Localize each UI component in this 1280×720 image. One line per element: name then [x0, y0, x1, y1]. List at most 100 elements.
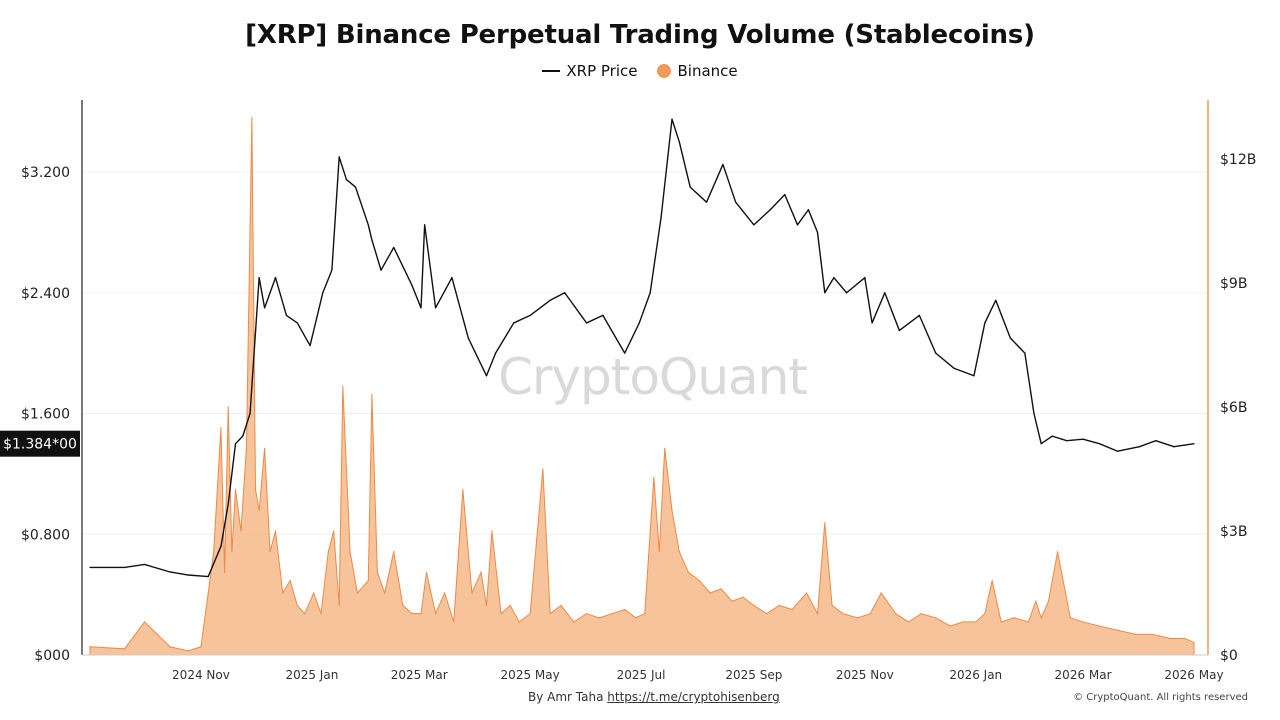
price-point [1155, 440, 1157, 442]
binance-point [342, 385, 344, 387]
price-point [411, 284, 413, 286]
binance-point [89, 646, 91, 648]
binance-point [485, 604, 488, 607]
binance-point [304, 613, 306, 615]
price-point [678, 141, 680, 143]
binance-point [949, 625, 951, 627]
binance-point [598, 617, 600, 619]
binance-point [254, 489, 257, 491]
binance-point [869, 613, 871, 615]
binance-point [560, 604, 562, 607]
binance-point [611, 613, 613, 615]
footer-copyright: © CryptoQuant. All rights reserved [1073, 692, 1248, 703]
price-point [671, 118, 673, 120]
price-point [285, 314, 288, 316]
binance-point [471, 592, 473, 594]
binance-point [444, 592, 446, 594]
x-tick-label: 2025 Sep [725, 668, 782, 682]
binance-point [687, 571, 689, 573]
binance-point [731, 600, 733, 602]
binance-point [753, 604, 755, 607]
binance-point [549, 613, 551, 615]
x-tick-label: 2025 Mar [391, 668, 448, 682]
price-point [331, 269, 333, 271]
price-point [242, 435, 244, 437]
binance-point [371, 394, 373, 396]
price-point [995, 299, 997, 301]
price-point [1040, 443, 1042, 445]
binance-point [509, 604, 511, 607]
price-point [649, 292, 651, 294]
price-point [258, 277, 260, 279]
ticks: $000 $0.800 $1.600 $2.400 $3.200 $0 $3B $6B $9B $… [21, 152, 1256, 682]
binance-point [187, 650, 189, 652]
x-tick-label: 2026 Jan [949, 668, 1002, 682]
footer-author: By Amr Taha https://t.me/cryptohisenberg [528, 690, 780, 704]
binance-point [573, 621, 575, 623]
binance-point [213, 551, 215, 553]
price-point [380, 269, 382, 271]
author-text: By Amr Taha [528, 690, 608, 704]
binance-point [644, 613, 646, 615]
price-point [846, 292, 848, 294]
binance-point [393, 551, 395, 553]
price-point [345, 178, 348, 181]
binance-point [895, 613, 897, 615]
legend: XRP Price Binance [0, 62, 1280, 80]
binance-point [240, 530, 242, 532]
binance-point [1169, 637, 1171, 640]
y-right-tick-label: $6B [1220, 400, 1247, 416]
price-line-layer [90, 118, 1195, 578]
binance-point [143, 621, 146, 623]
binance-point [274, 530, 277, 532]
binance-point [207, 592, 209, 594]
binance-point [234, 489, 237, 491]
price-point [973, 375, 975, 377]
binance-point [975, 621, 977, 623]
price-point [322, 292, 324, 294]
price-point [467, 337, 469, 339]
binance-point [664, 447, 666, 449]
binance-point [991, 580, 993, 582]
axes [81, 100, 1209, 656]
price-point [1193, 443, 1195, 445]
price-point [371, 239, 373, 241]
current-price-marker: $1.384*00 [0, 430, 80, 457]
x-tick-label: 2025 May [501, 668, 560, 682]
y-right-tick-label: $3B [1220, 524, 1247, 540]
legend-item-binance[interactable]: Binance [657, 62, 738, 80]
binance-point [585, 613, 588, 615]
binance-point [384, 592, 386, 594]
x-tick-label: 2026 May [1164, 668, 1223, 682]
legend-label-binance: Binance [677, 62, 738, 80]
price-point [918, 314, 920, 316]
binance-point [231, 551, 233, 553]
author-link[interactable]: https://t.me/cryptohisenberg [607, 690, 780, 704]
price-point [871, 322, 873, 324]
price-point [123, 566, 126, 569]
price-point [1098, 443, 1101, 445]
price-point [234, 443, 237, 445]
price-point [660, 216, 662, 218]
legend-label-price: XRP Price [566, 62, 638, 80]
price-point [220, 545, 222, 547]
binance-point [420, 613, 422, 615]
price-point [513, 322, 515, 324]
price-point [624, 352, 626, 354]
price-point [602, 314, 604, 316]
data-points [89, 117, 1195, 652]
binance-point [791, 608, 793, 611]
binance-point [518, 621, 520, 623]
price-point [585, 322, 588, 324]
binance-point [123, 648, 126, 650]
y-left-tick-label: $000 [34, 648, 70, 664]
binance-point [831, 604, 833, 607]
binance-point [251, 117, 253, 119]
price-point [424, 224, 426, 226]
legend-item-price[interactable]: XRP Price [542, 62, 637, 80]
binance-point [624, 608, 626, 611]
binance-area-layer [89, 117, 1195, 656]
binance-point [264, 447, 266, 449]
binance-point [856, 617, 859, 619]
